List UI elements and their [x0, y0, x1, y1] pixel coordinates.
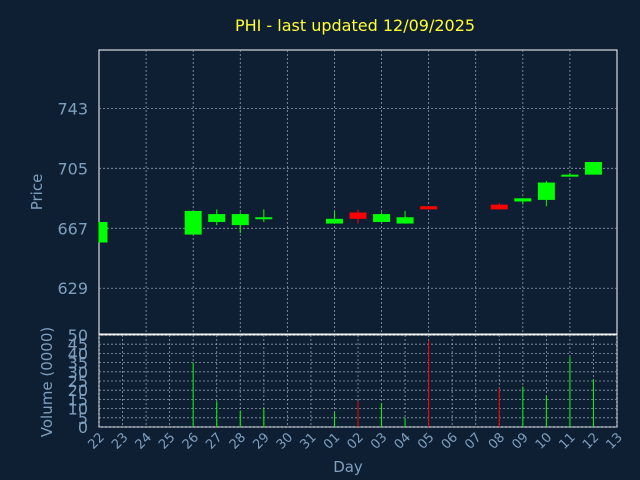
x-axis-label: Day — [333, 458, 363, 476]
x-tick-label: 01 — [321, 430, 343, 452]
candle — [208, 209, 226, 226]
candle-body — [537, 182, 555, 200]
x-tick-labels: 22 23 24 25 26 27 28 29 30 31 01 02 03 04 05 06 07 08 09 10… — [86, 430, 626, 452]
candle-body — [325, 218, 343, 224]
volume-tick-label: 50 — [68, 326, 88, 345]
candle-body — [349, 212, 367, 219]
candle — [373, 212, 391, 222]
candle-body — [184, 210, 202, 235]
x-tick-label: 25 — [156, 430, 178, 452]
x-tick-label: 08 — [486, 430, 508, 452]
x-tick-label: 02 — [345, 430, 367, 452]
x-tick-label: 26 — [180, 430, 202, 452]
volume-tick-label: 35 — [68, 354, 88, 373]
x-tick-label: 07 — [462, 430, 484, 452]
candle-body — [420, 206, 438, 210]
volume-axis-label: Volume (0000) — [38, 327, 56, 437]
volume-tick-label: 45 — [68, 335, 88, 354]
candle — [325, 210, 343, 224]
volume-tick-label: 10 — [68, 400, 88, 419]
candle-body — [373, 214, 391, 222]
x-tick-label: 11 — [556, 430, 578, 452]
x-tick-label: 03 — [368, 430, 390, 452]
price-panel: 629 667 705 743 — [57, 49, 618, 335]
chart-title: PHI - last updated 12/09/2025 — [235, 16, 475, 35]
candle — [98, 221, 108, 243]
volume-tick-label: 25 — [68, 372, 88, 391]
x-tick-label: 06 — [439, 430, 461, 452]
x-tick-label: 09 — [509, 430, 531, 452]
candle-body — [490, 204, 508, 210]
volume-tick-label: 15 — [68, 390, 88, 409]
candle — [490, 203, 508, 210]
candle-body — [99, 221, 108, 243]
candle — [184, 210, 202, 235]
candle-body — [561, 174, 579, 177]
x-tick-label: 30 — [274, 430, 296, 452]
x-tick-label: 22 — [86, 430, 108, 452]
x-tick-label: 31 — [297, 430, 319, 452]
x-tick-label: 29 — [250, 430, 272, 452]
candle — [255, 209, 273, 222]
price-tick-label: 705 — [57, 159, 88, 178]
x-tick-label: 05 — [415, 430, 437, 452]
candle-body — [231, 214, 249, 226]
candle — [349, 209, 367, 224]
price-axis-label: Price — [28, 174, 46, 211]
candle-body — [255, 217, 273, 220]
price-tick-label: 743 — [57, 99, 88, 118]
volume-tick-label: 40 — [68, 344, 88, 363]
candle-body — [514, 198, 532, 202]
candle — [396, 210, 414, 224]
x-tick-label: 10 — [533, 430, 555, 452]
x-tick-label: 23 — [109, 430, 131, 452]
candle — [420, 206, 438, 210]
x-tick-label: 04 — [392, 430, 414, 452]
candle-body — [208, 214, 226, 222]
price-plot-frame — [98, 49, 618, 335]
candle — [584, 162, 602, 175]
volume-tick-label: 5 — [78, 409, 88, 428]
volume-tick-label: 0 — [78, 418, 88, 437]
x-tick-label: 12 — [580, 430, 602, 452]
candle — [514, 198, 532, 205]
candle — [537, 180, 555, 207]
candle-body — [584, 162, 602, 175]
candle-body — [396, 217, 414, 224]
x-tick-label: 24 — [133, 430, 155, 452]
price-tick-label: 629 — [57, 279, 88, 298]
x-tick-label: 28 — [227, 430, 249, 452]
volume-tick-label: 20 — [68, 381, 88, 400]
price-tick-label: 667 — [57, 219, 88, 238]
candle — [561, 173, 579, 177]
candle — [231, 212, 249, 234]
x-tick-label: 27 — [203, 430, 225, 452]
x-tick-label: 13 — [604, 430, 626, 452]
volume-tick-label: 30 — [68, 363, 88, 382]
